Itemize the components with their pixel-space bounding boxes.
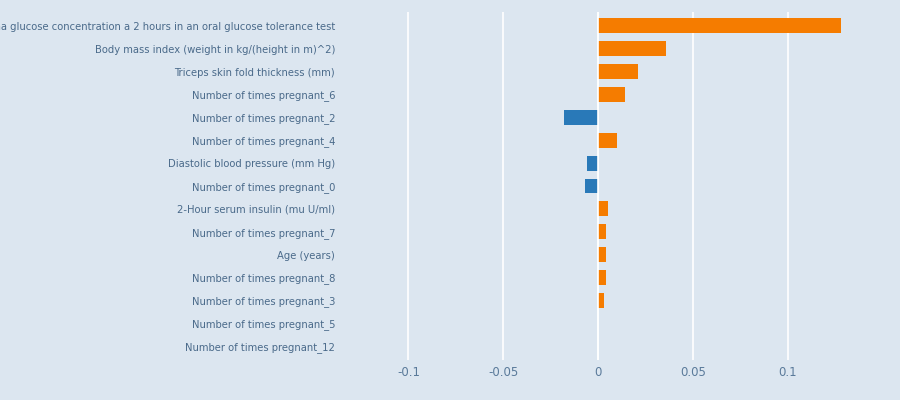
Bar [587,156,598,170]
Bar [598,133,617,148]
Bar [564,110,598,125]
Bar [598,41,666,56]
Bar [598,202,608,216]
Bar [598,224,606,239]
Bar [598,18,841,33]
Bar [585,178,598,194]
Bar [598,87,625,102]
Bar [598,270,606,285]
Bar [598,247,606,262]
Bar [598,293,604,308]
Bar [598,64,638,79]
